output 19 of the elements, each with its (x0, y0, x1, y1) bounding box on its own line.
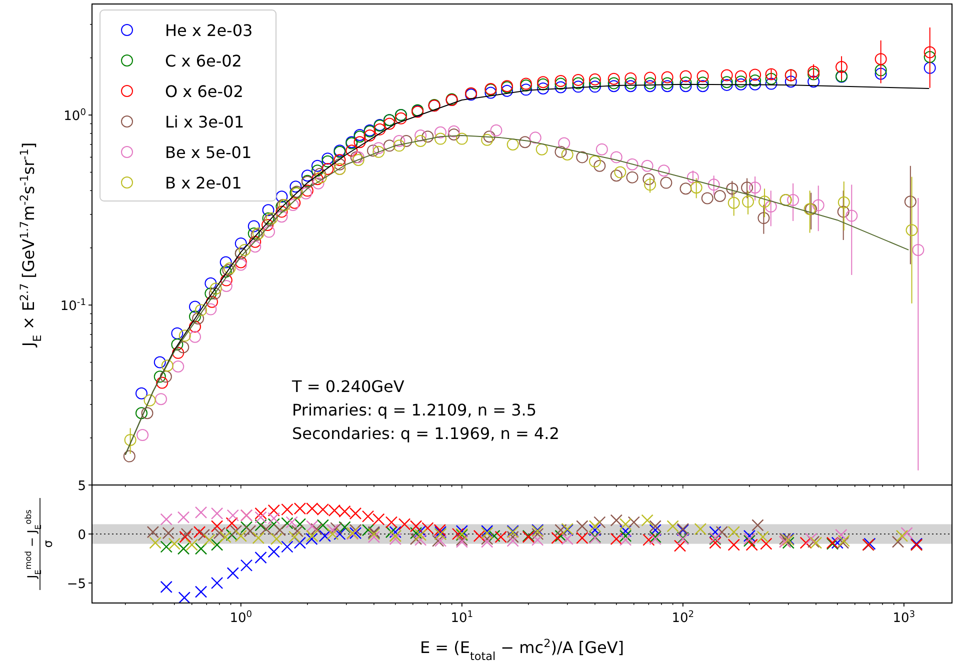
y-tick-label: 5 (78, 479, 86, 494)
legend-label: C x 6e-02 (165, 52, 242, 70)
x-axis-title: E = (E$_{total}$ − mc$^{2}$)/A [GeV] (420, 636, 624, 662)
x-tick-label: 10$^{2}$ (672, 610, 694, 626)
legend-label: He x 2e-03 (165, 21, 253, 40)
x-tick-label: 10$^{3}$ (892, 610, 916, 626)
annotation: Primaries: q = 1.2109, n = 3.5 (292, 400, 537, 420)
annotation: T = 0.240GeV (291, 377, 404, 396)
legend-label: O x 6e-02 (165, 82, 244, 101)
legend-label: Be x 5e-01 (165, 143, 252, 162)
x-tick-label: 10$^{0}$ (230, 610, 252, 626)
legend-label: B x 2e-01 (165, 174, 242, 192)
annotation: Secondaries: q = 1.1969, n = 4.2 (292, 424, 560, 443)
legend-label: Li x 3e-01 (165, 112, 244, 132)
y-tick-label: 10$^{0}$ (64, 108, 86, 124)
y-tick-label: 0 (78, 528, 86, 544)
x-tick-label: 10$^{1}$ (450, 610, 474, 626)
y-tick-label: −5 (66, 577, 86, 592)
y-tick-label: 10$^{-1}$ (60, 298, 86, 314)
